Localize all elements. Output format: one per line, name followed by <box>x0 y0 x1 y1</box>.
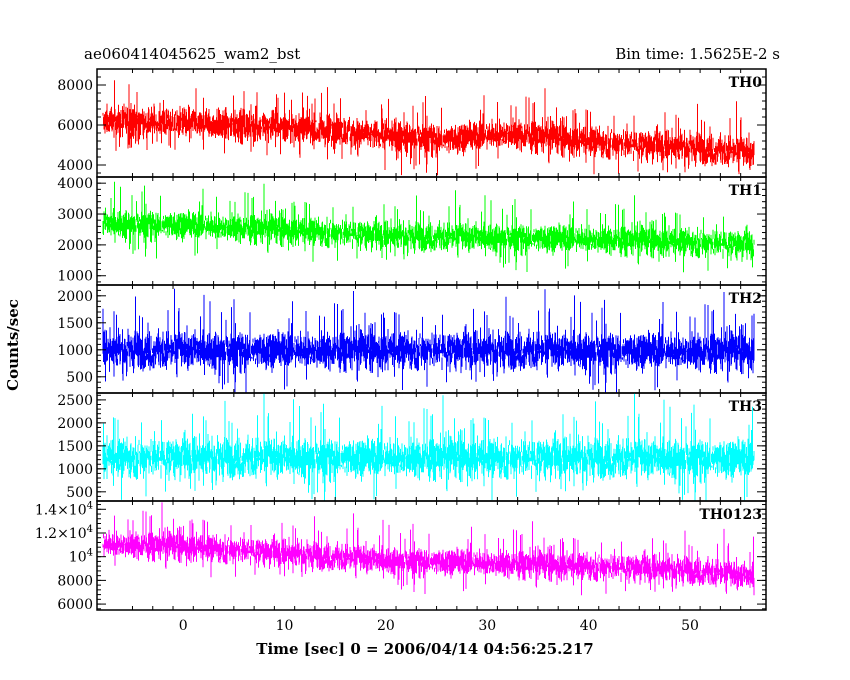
panel-label-th2: TH2 <box>729 291 762 307</box>
y-tick-label: 1500 <box>57 439 93 455</box>
y-tick-label: 2000 <box>57 416 93 432</box>
y-tick-label: 6000 <box>57 597 93 613</box>
y-tick-label: 2000 <box>57 289 93 305</box>
bin-time-label: Bin time: 1.5625E-2 s <box>615 45 780 63</box>
y-tick-label: 8000 <box>57 78 93 94</box>
panel-label-th1: TH1 <box>729 183 762 199</box>
y-tick-label: 1500 <box>57 316 93 332</box>
y-tick-label: 104 <box>69 548 93 566</box>
series-th0123-trace <box>102 502 755 596</box>
panel-label-th3: TH3 <box>729 399 762 415</box>
y-tick-label: 1000 <box>57 462 93 478</box>
y-tick-label: 3000 <box>57 207 93 223</box>
x-tick-label: 50 <box>681 618 699 634</box>
y-tick-label: 1.4×104 <box>35 500 93 518</box>
y-tick-label: 500 <box>66 370 93 386</box>
series-th0-trace <box>102 80 755 176</box>
series-th1-trace <box>102 181 755 273</box>
y-axis-label: Counts/sec <box>4 299 22 391</box>
series-th2-trace <box>102 288 755 393</box>
panel-th2: 500 1000 1500 2000 TH2 <box>57 284 767 394</box>
y-tick-label: 4000 <box>57 176 93 192</box>
x-axis-label: Time [sec] 0 = 2006/04/14 04:56:25.217 <box>256 640 593 658</box>
panel-th1: 1000 2000 3000 4000 TH1 <box>57 176 767 286</box>
series-th3-trace <box>102 393 755 501</box>
panel-frame <box>96 68 767 178</box>
y-tick-label: 2500 <box>57 393 93 409</box>
y-tick-label: 4000 <box>57 158 93 174</box>
x-tick-label: 0 <box>179 618 188 634</box>
y-tick-label: 500 <box>66 485 93 501</box>
y-tick-label: 2000 <box>57 238 93 254</box>
panel-label-th0123: TH0123 <box>699 507 762 523</box>
x-tick-label: 20 <box>377 618 395 634</box>
x-tick-label: 40 <box>580 618 598 634</box>
y-tick-label: 6000 <box>57 118 93 134</box>
y-tick-label: 8000 <box>57 573 93 589</box>
panel-th0123: 6000 8000 104 1.2×104 1.4×104 TH0123 <box>35 500 767 613</box>
x-tick-label: 10 <box>276 618 294 634</box>
y-tick-label: 1.2×104 <box>35 524 93 542</box>
panel-label-th0: TH0 <box>729 75 763 91</box>
y-tick-label: 1000 <box>57 343 93 359</box>
panel-th0: 4000 6000 8000 TH0 <box>57 68 767 178</box>
plot-title: ae060414045625_wam2_bst <box>84 45 300 63</box>
panel-frame <box>96 500 767 611</box>
panel-th3: 500 1000 1500 2000 2500 TH3 <box>57 392 767 502</box>
x-tick-label: 30 <box>478 618 496 634</box>
y-tick-label: 1000 <box>57 269 93 285</box>
